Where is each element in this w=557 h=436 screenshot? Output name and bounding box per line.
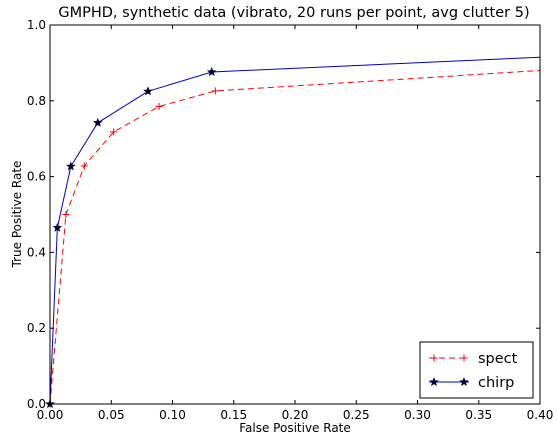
legend-box bbox=[419, 341, 534, 399]
y-axis-label: True Positive Rate bbox=[10, 161, 24, 269]
y-tick-label: 1.0 bbox=[27, 18, 46, 32]
x-tick-label: 0.00 bbox=[37, 408, 64, 422]
data-point-spect bbox=[211, 87, 219, 95]
x-tick-label: 0.35 bbox=[465, 408, 492, 422]
data-point-spect bbox=[110, 128, 118, 136]
series-layer bbox=[45, 56, 541, 409]
data-point-chirp bbox=[92, 117, 103, 127]
y-tick-label: 0.4 bbox=[27, 245, 46, 259]
x-tick-label: 0.30 bbox=[404, 408, 431, 422]
x-tick-label: 0.20 bbox=[282, 408, 309, 422]
x-axis-label: False Positive Rate bbox=[239, 421, 351, 435]
plot-area bbox=[50, 25, 540, 404]
series-spect bbox=[46, 69, 541, 408]
x-tick-label: 0.25 bbox=[343, 408, 370, 422]
y-tick-label: 0.2 bbox=[27, 321, 46, 335]
x-tick-label: 0.40 bbox=[527, 408, 554, 422]
y-tick-label: 0.0 bbox=[27, 397, 46, 411]
data-point-spect bbox=[80, 162, 88, 170]
legend-entry-chirp: chirp bbox=[429, 375, 514, 391]
legend: spect chirp bbox=[419, 341, 534, 399]
chart-title: GMPHD, synthetic data (vibrato, 20 runs … bbox=[58, 5, 529, 21]
legend-label-spect: spect bbox=[478, 351, 518, 367]
data-point-chirp bbox=[143, 86, 153, 96]
legend-marker-chirp bbox=[459, 376, 469, 387]
data-point-spect bbox=[155, 102, 163, 110]
data-point-chirp bbox=[66, 161, 76, 171]
y-tick-label: 0.6 bbox=[27, 170, 46, 184]
data-point-chirp bbox=[52, 222, 63, 232]
legend-entry-spect: spect bbox=[429, 351, 518, 367]
legend-marker-spect bbox=[460, 354, 468, 362]
tick-layer: 0.00 0.05 0.10 0.15 0.20 0.25 0.30 0.35 0.40 0.0 0… bbox=[27, 18, 553, 422]
legend-label-chirp: chirp bbox=[478, 375, 514, 391]
legend-items: spect chirp bbox=[429, 351, 518, 391]
data-point-spect bbox=[62, 211, 70, 218]
legend-marker-spect bbox=[430, 354, 438, 362]
x-tick-label: 0.10 bbox=[159, 408, 186, 422]
data-point-chirp bbox=[206, 66, 217, 77]
legend-marker-chirp bbox=[429, 376, 439, 387]
x-tick-label: 0.15 bbox=[220, 408, 247, 422]
y-tick-label: 0.8 bbox=[27, 94, 46, 108]
x-tick-label: 0.05 bbox=[98, 408, 125, 422]
